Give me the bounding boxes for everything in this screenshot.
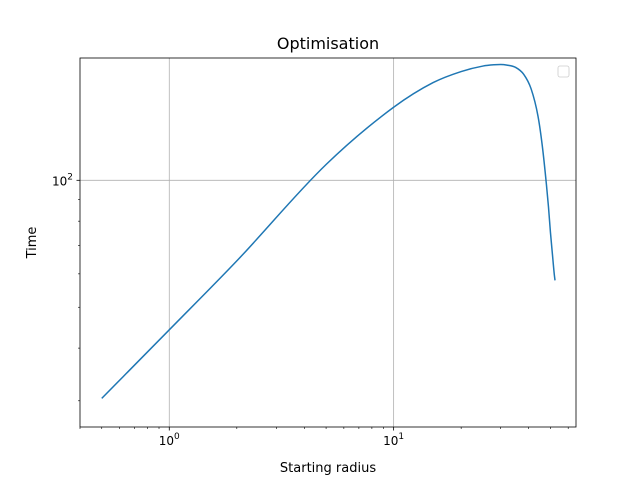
series-line — [101, 63, 556, 399]
x-tick-label: 101 — [383, 432, 404, 448]
x-tick-label: 100 — [159, 432, 180, 448]
legend-box — [557, 65, 570, 78]
grid — [80, 58, 576, 427]
plot-frame — [79, 57, 577, 428]
y-axis-label: Time — [25, 227, 40, 260]
chart-title: Optimisation — [277, 34, 379, 53]
series-layer — [101, 63, 556, 399]
y-tick-label: 102 — [52, 172, 73, 188]
x-axis-label: Starting radius — [280, 461, 376, 476]
axis-ticks: 100 101 102 — [52, 172, 569, 448]
